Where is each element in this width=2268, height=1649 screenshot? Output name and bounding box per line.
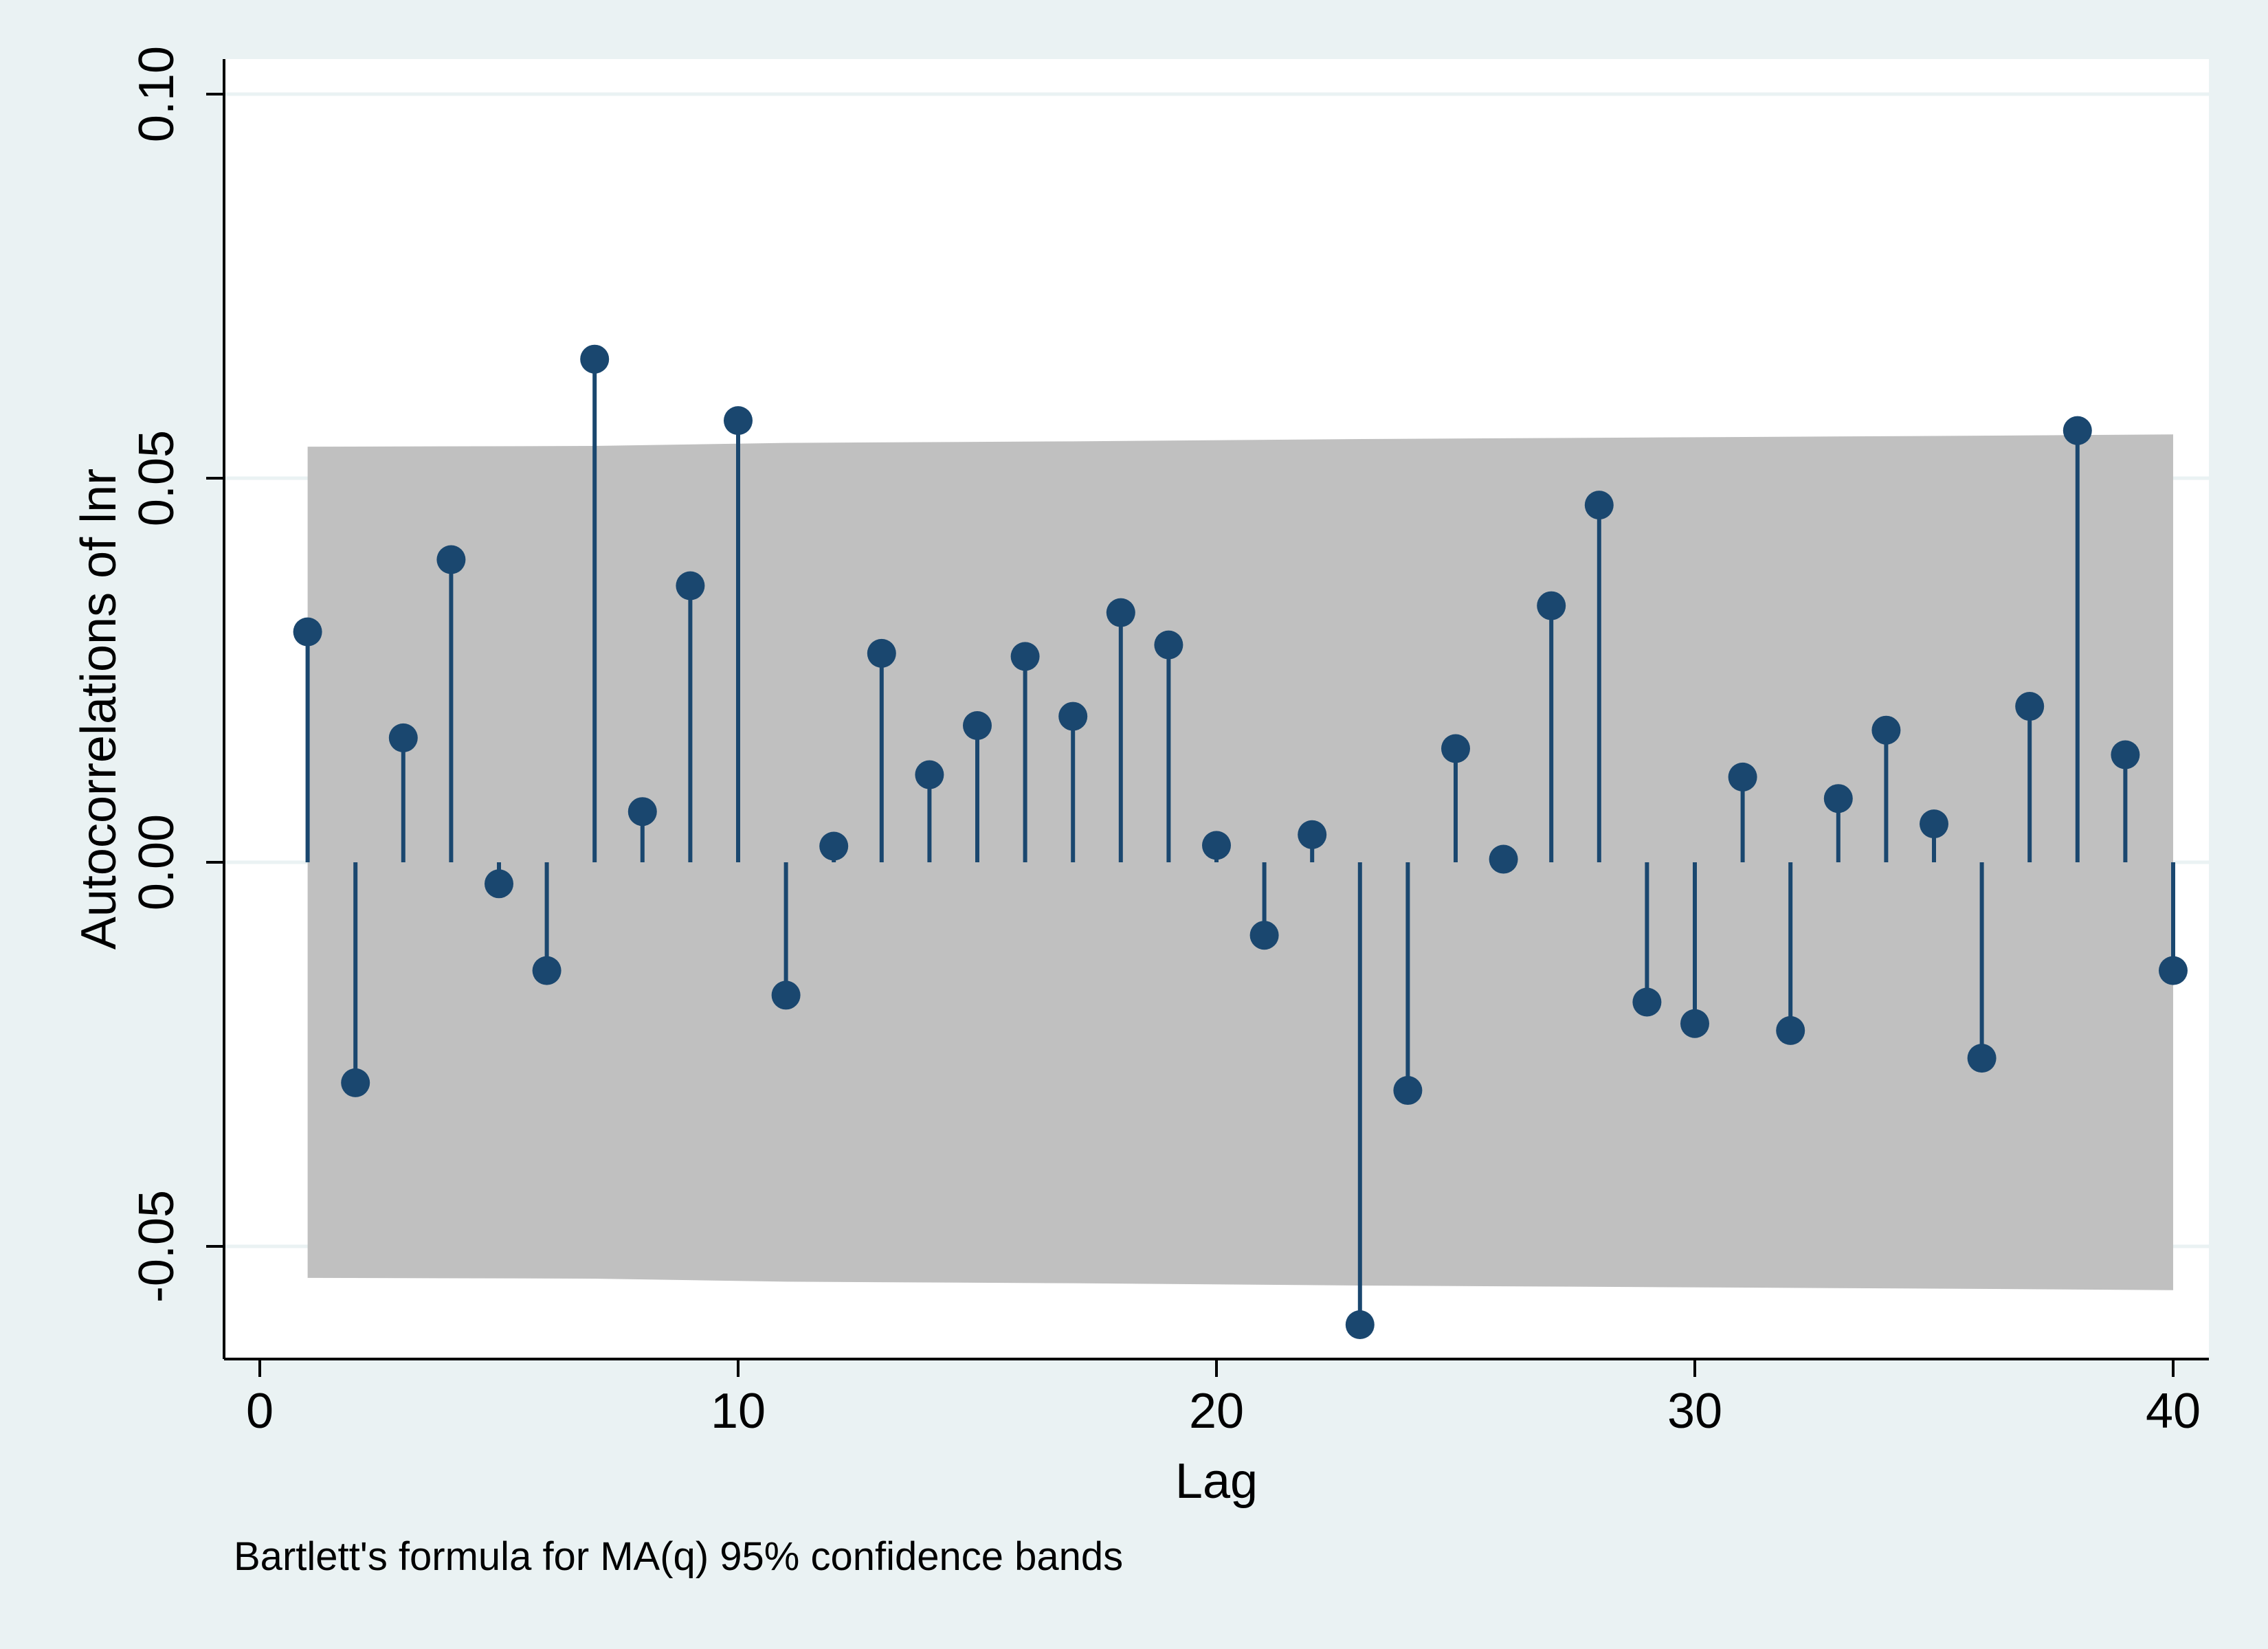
y-tick-label: 0.05	[129, 430, 184, 526]
x-axis-ticks: 0 10 20 30 40	[246, 1359, 2201, 1439]
confidence-band	[307, 434, 2173, 1290]
acf-point-lag-2	[341, 1068, 370, 1097]
acf-point-lag-31	[1728, 762, 1757, 792]
acf-point-lag-27	[1537, 591, 1566, 620]
acf-point-lag-14	[915, 760, 944, 789]
y-tick-label: -0.05	[129, 1190, 184, 1303]
acf-point-lag-12	[819, 831, 849, 861]
acf-point-lag-21	[1249, 921, 1279, 950]
x-tick-label: 30	[1667, 1384, 1722, 1439]
x-tick-label: 10	[711, 1384, 766, 1439]
acf-point-lag-33	[1823, 784, 1853, 814]
y-axis-label: Autocorrelations of lnr	[71, 469, 126, 950]
x-axis-label: Lag	[1175, 1454, 1258, 1509]
acf-point-lag-19	[1154, 630, 1183, 660]
acf-point-lag-34	[1871, 715, 1901, 745]
acf-point-lag-25	[1441, 734, 1470, 763]
acf-point-lag-36	[1967, 1044, 1997, 1073]
acf-point-lag-6	[532, 956, 562, 985]
y-tick-label: 0.00	[129, 814, 184, 910]
acf-point-lag-23	[1345, 1310, 1375, 1340]
acf-point-lag-4	[436, 545, 466, 574]
x-tick-label: 40	[2146, 1384, 2201, 1439]
chart-note: Bartlett's formula for MA(q) 95% confide…	[234, 1534, 1123, 1579]
acf-point-lag-22	[1298, 820, 1327, 849]
acf-point-lag-16	[1010, 642, 1040, 671]
acf-point-lag-10	[724, 406, 753, 436]
acf-point-lag-28	[1584, 491, 1614, 520]
acf-point-lag-29	[1632, 987, 1662, 1017]
acf-point-lag-38	[2063, 416, 2092, 445]
acf-point-lag-30	[1680, 1009, 1709, 1038]
acf-point-lag-1	[293, 617, 322, 647]
acf-point-lag-37	[2015, 692, 2045, 721]
acf-point-lag-5	[485, 869, 513, 899]
acf-point-lag-32	[1776, 1016, 1805, 1045]
acf-point-lag-17	[1058, 702, 1088, 731]
acf-point-lag-26	[1489, 844, 1518, 874]
acf-point-lag-8	[627, 797, 657, 827]
acf-point-lag-24	[1393, 1076, 1423, 1106]
x-tick-label: 20	[1189, 1384, 1244, 1439]
acf-point-lag-7	[580, 344, 610, 374]
acf-point-lag-20	[1202, 831, 1231, 860]
y-tick-label: 0.10	[129, 46, 184, 142]
y-axis-ticks: -0.05 0.00 0.05 0.10	[129, 46, 224, 1303]
acf-point-lag-15	[963, 710, 992, 740]
acf-point-lag-40	[2159, 956, 2188, 985]
acf-point-lag-35	[1920, 809, 1948, 839]
acf-point-lag-3	[388, 723, 418, 752]
acf-point-lag-18	[1106, 598, 1135, 627]
acf-point-lag-13	[867, 638, 896, 668]
acf-point-lag-39	[2111, 740, 2140, 770]
acf-point-lag-9	[676, 571, 705, 601]
x-tick-label: 0	[246, 1384, 274, 1439]
acf-point-lag-11	[771, 980, 801, 1010]
markers	[293, 344, 2188, 1340]
